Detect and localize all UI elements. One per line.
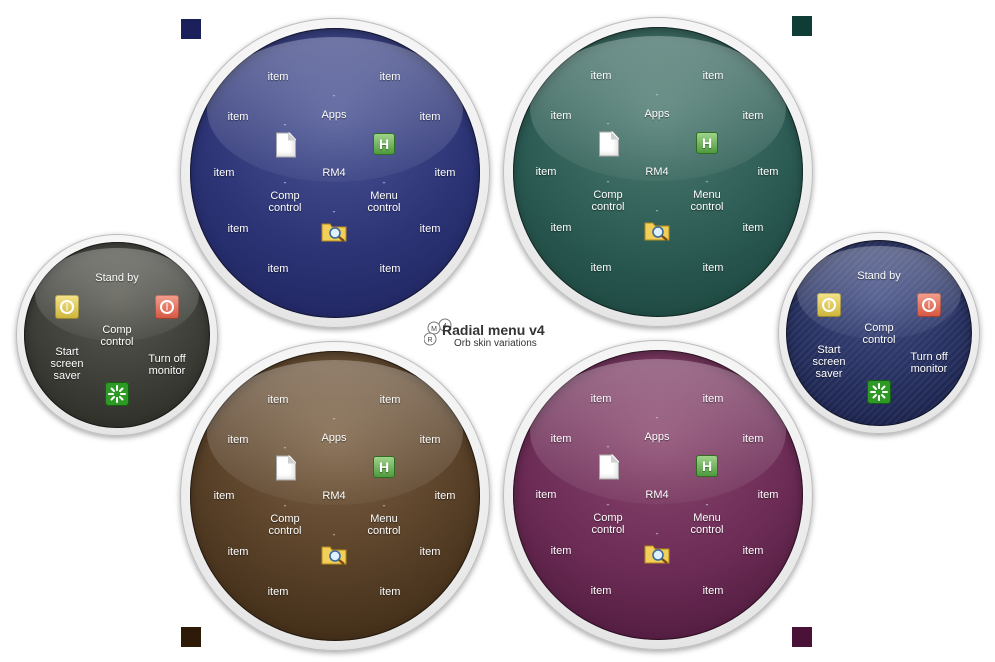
menu-item[interactable]: item — [267, 586, 289, 598]
menu-item[interactable]: item — [590, 585, 612, 597]
menu-item[interactable]: item — [535, 489, 557, 501]
standby-power-icon[interactable]: | — [817, 293, 841, 317]
menu-item[interactable]: item — [434, 490, 456, 502]
start-screen-saver-button[interactable]: Start screen saver — [812, 344, 846, 380]
menu-item[interactable]: item — [434, 167, 456, 179]
folder-search-icon[interactable] — [644, 219, 670, 241]
menu-item[interactable]: item — [419, 546, 441, 558]
menu-item[interactable]: item — [742, 545, 764, 557]
menu-item[interactable]: item — [379, 263, 401, 275]
folder-search-icon[interactable] — [321, 543, 347, 565]
menu-item[interactable]: item — [702, 262, 724, 274]
menu-item[interactable]: item — [550, 222, 572, 234]
menu-item[interactable]: item — [742, 222, 764, 234]
hotkey-h-icon[interactable]: H — [696, 455, 718, 477]
comp-control-button[interactable]: Comp control — [268, 190, 302, 214]
rm4-center-label: RM4 — [645, 166, 669, 178]
document-icon[interactable] — [599, 131, 619, 157]
rm4-center-label: RM4 — [645, 489, 669, 501]
stand-by-button[interactable]: Stand by — [857, 270, 901, 282]
comp-control-button[interactable]: Comp control — [591, 189, 625, 213]
comp-control-button[interactable]: Comp control — [591, 512, 625, 536]
menu-control-button[interactable]: Menu control — [367, 190, 401, 214]
menu-item[interactable]: item — [227, 546, 249, 558]
hotkey-h-icon[interactable]: H — [373, 456, 395, 478]
comp-control-button[interactable]: Comp control — [100, 324, 134, 348]
dark-power-orb — [24, 242, 210, 428]
menu-item[interactable]: item — [702, 585, 724, 597]
menu-item[interactable]: item — [227, 223, 249, 235]
menu-item[interactable]: item — [590, 70, 612, 82]
menu-item[interactable]: item — [419, 223, 441, 235]
apps-button[interactable]: Apps — [321, 109, 347, 121]
menu-item[interactable]: item — [702, 393, 724, 405]
menu-item[interactable]: item — [535, 166, 557, 178]
menu-item[interactable]: item — [419, 434, 441, 446]
svg-text:M: M — [431, 326, 437, 333]
start-screen-saver-button[interactable]: Start screen saver — [50, 346, 84, 382]
menu-item[interactable]: item — [419, 111, 441, 123]
menu-control-button[interactable]: Menu control — [690, 189, 724, 213]
menu-item[interactable]: item — [379, 394, 401, 406]
stand-by-button[interactable]: Stand by — [95, 272, 139, 284]
menu-item[interactable]: item — [757, 166, 779, 178]
turn-off-monitor-button[interactable]: Turn off monitor — [148, 353, 186, 377]
comp-control-button[interactable]: Comp control — [268, 513, 302, 537]
navy-power-orb — [786, 240, 972, 426]
apps-button[interactable]: Apps — [321, 432, 347, 444]
menu-item[interactable]: item — [590, 262, 612, 274]
menu-item[interactable]: item — [550, 545, 572, 557]
apps-button[interactable]: Apps — [644, 108, 670, 120]
title-block: 4 M R Radial menu v4 Orb skin variations — [424, 318, 574, 354]
menu-item[interactable]: item — [213, 490, 235, 502]
rm4-center-label: RM4 — [322, 490, 346, 502]
apps-button[interactable]: Apps — [644, 431, 670, 443]
shutdown-power-icon[interactable]: | — [917, 293, 941, 317]
green-orb — [513, 27, 803, 317]
menu-item[interactable]: item — [227, 434, 249, 446]
page-title: Radial menu v4 — [442, 322, 545, 338]
comp-control-button[interactable]: Comp control — [862, 322, 896, 346]
menu-item[interactable]: item — [550, 110, 572, 122]
menu-control-button[interactable]: Menu control — [367, 513, 401, 537]
screensaver-icon[interactable] — [105, 382, 129, 406]
screensaver-icon[interactable] — [867, 380, 891, 404]
menu-item[interactable]: item — [267, 263, 289, 275]
menu-item[interactable]: item — [227, 111, 249, 123]
svg-text:4: 4 — [443, 323, 447, 330]
menu-item[interactable]: item — [702, 70, 724, 82]
folder-search-icon[interactable] — [644, 542, 670, 564]
menu-item[interactable]: item — [379, 71, 401, 83]
menu-item[interactable]: item — [213, 167, 235, 179]
purple-orb — [513, 350, 803, 640]
hotkey-h-icon[interactable]: H — [373, 133, 395, 155]
turn-off-monitor-button[interactable]: Turn off monitor — [910, 351, 948, 375]
menu-item[interactable]: item — [550, 433, 572, 445]
brown-swatch — [181, 627, 201, 647]
page-subtitle: Orb skin variations — [454, 338, 537, 349]
menu-control-button[interactable]: Menu control — [690, 512, 724, 536]
menu-item[interactable]: item — [590, 393, 612, 405]
navy-swatch — [181, 19, 201, 39]
shutdown-power-icon[interactable]: | — [155, 295, 179, 319]
document-icon[interactable] — [276, 132, 296, 158]
menu-item[interactable]: item — [267, 394, 289, 406]
folder-search-icon[interactable] — [321, 220, 347, 242]
hotkey-h-icon[interactable]: H — [696, 132, 718, 154]
svg-text:R: R — [427, 337, 432, 344]
plum-swatch — [792, 627, 812, 647]
menu-item[interactable]: item — [267, 71, 289, 83]
menu-item[interactable]: item — [379, 586, 401, 598]
rm4-logo-icon: 4 M R — [424, 318, 452, 346]
menu-item[interactable]: item — [742, 433, 764, 445]
rm4-center-label: RM4 — [322, 167, 346, 179]
menu-item[interactable]: item — [757, 489, 779, 501]
menu-item[interactable]: item — [742, 110, 764, 122]
document-icon[interactable] — [599, 454, 619, 480]
document-icon[interactable] — [276, 455, 296, 481]
teal-swatch — [792, 16, 812, 36]
standby-power-icon[interactable]: | — [55, 295, 79, 319]
brown-orb — [190, 351, 480, 641]
blue-orb — [190, 28, 480, 318]
